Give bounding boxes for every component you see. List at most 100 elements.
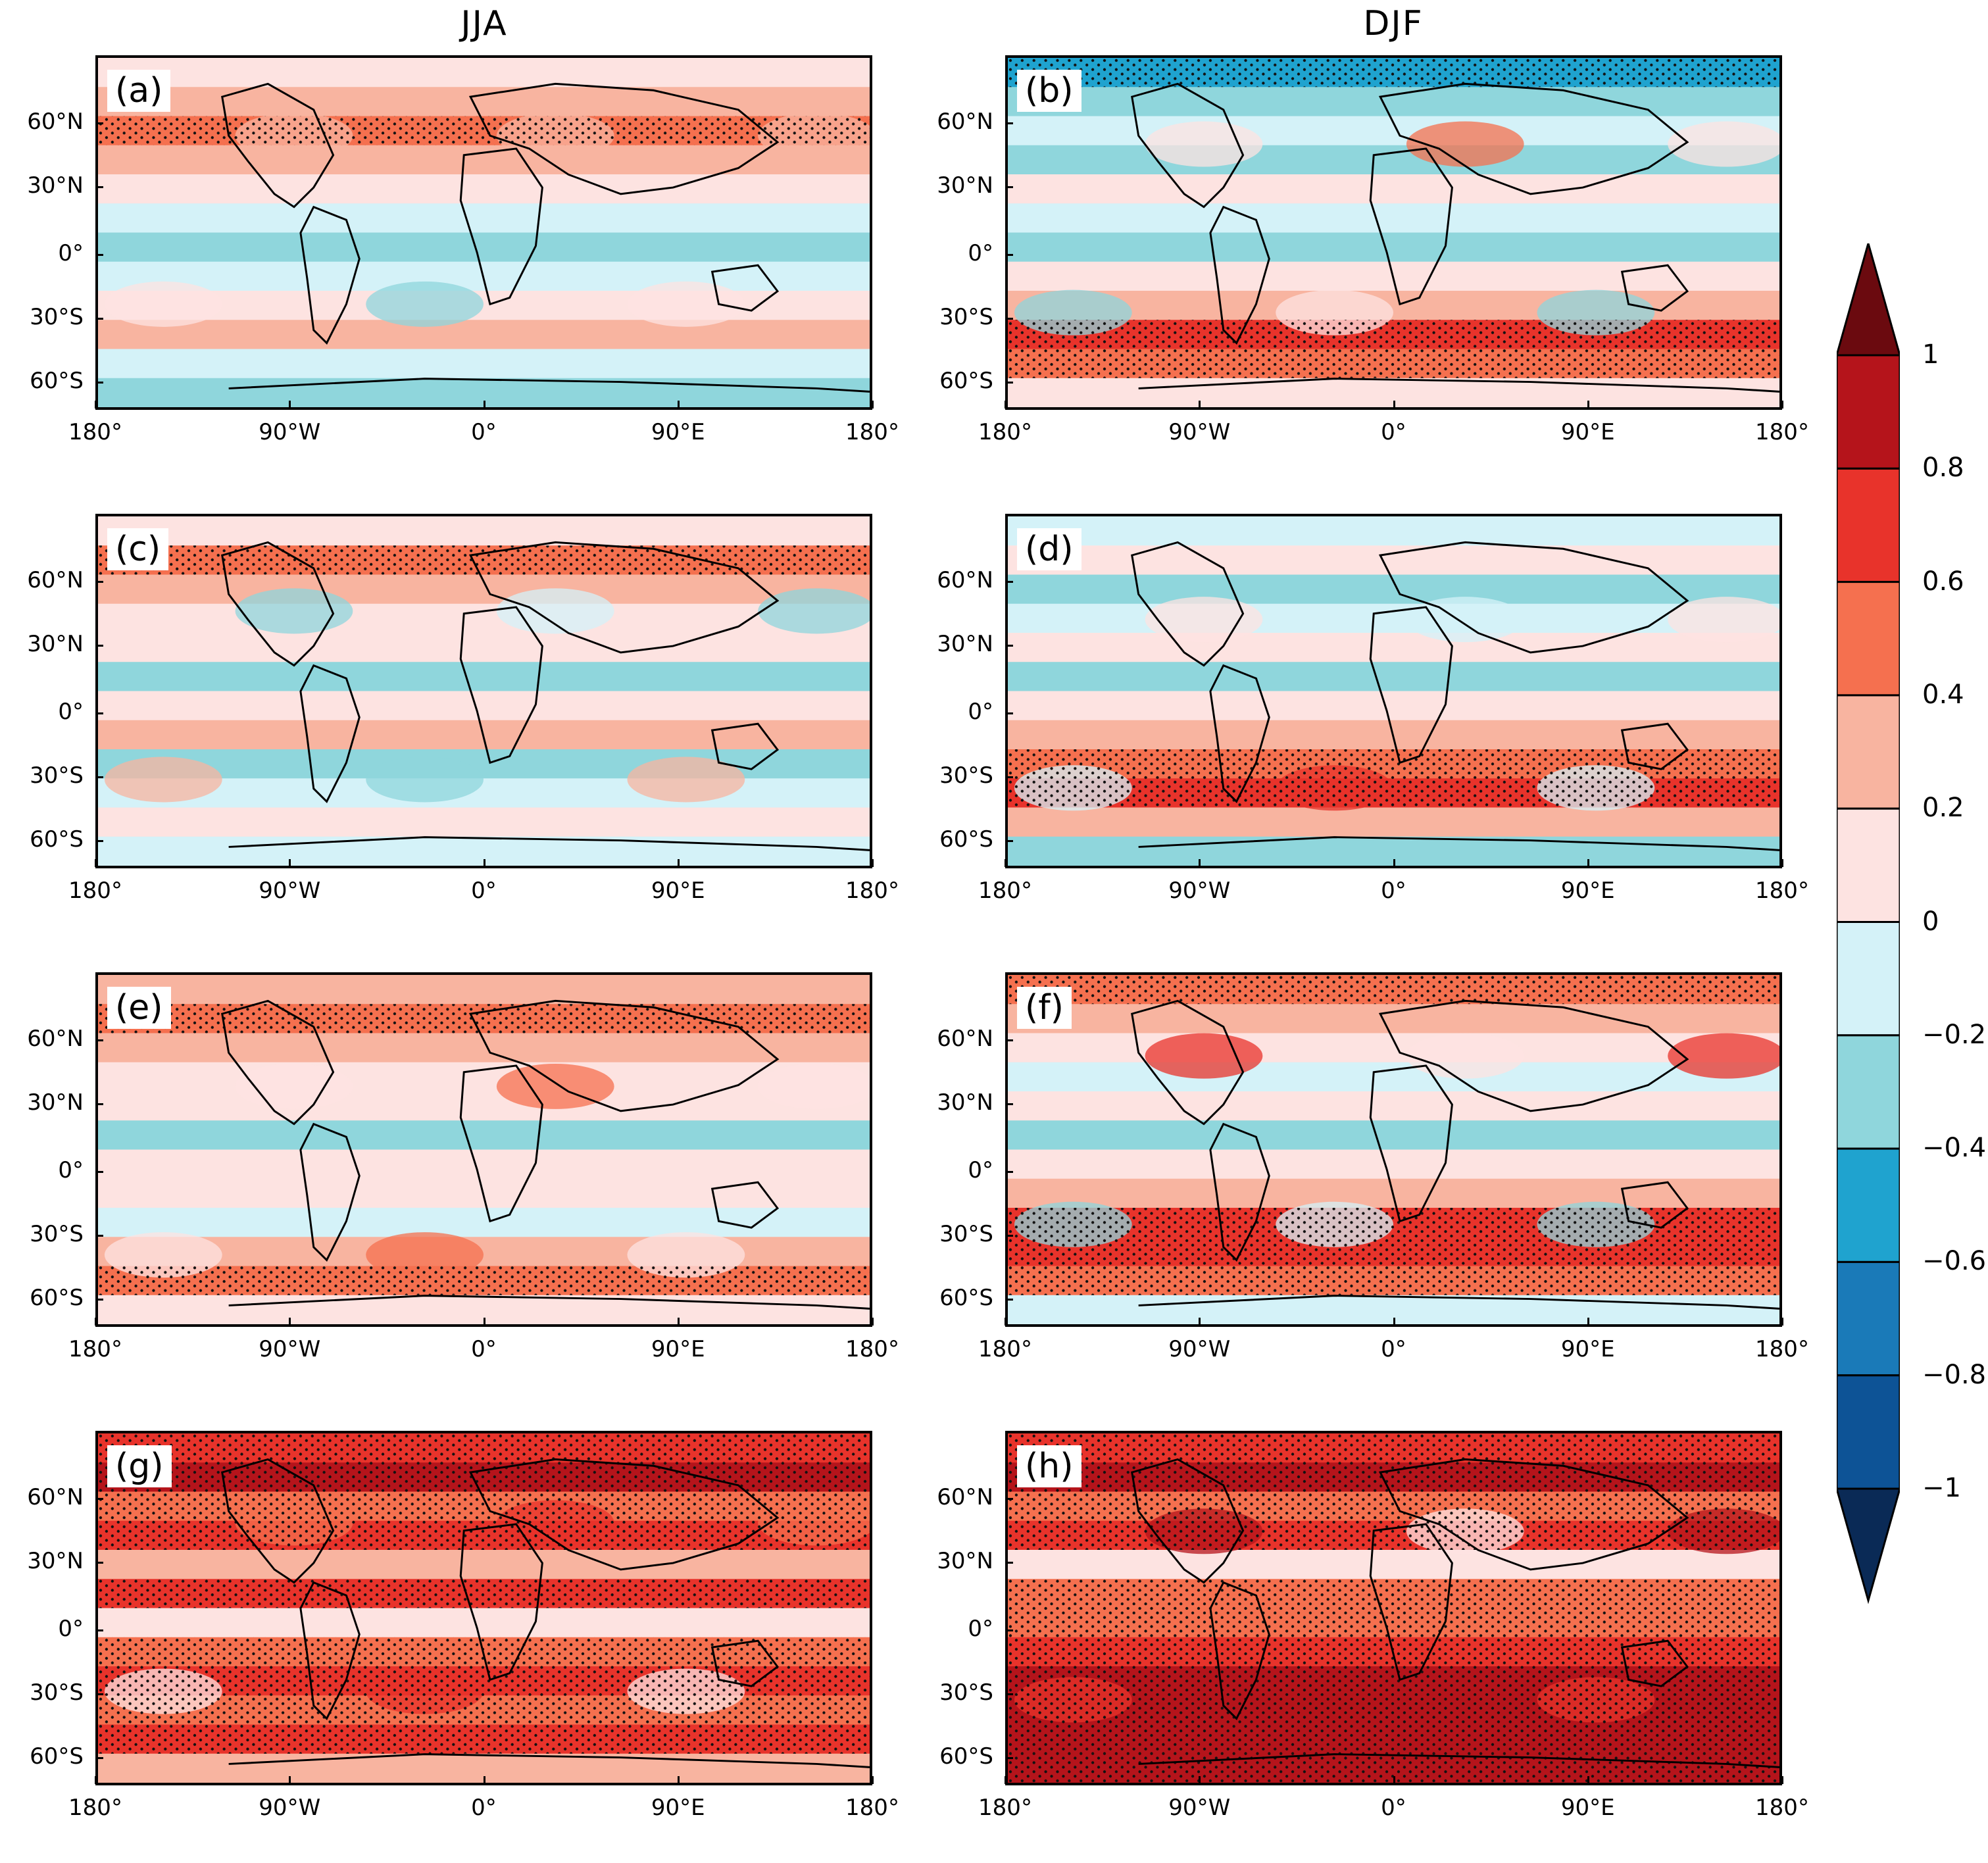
coastline	[459, 147, 543, 306]
coastline	[1620, 1181, 1689, 1229]
lon-tick-label: 90°E	[1560, 419, 1615, 445]
lon-tick-mark	[1587, 1318, 1589, 1326]
significance-stipple	[1008, 1266, 1779, 1295]
colorbar-level-label: 0.4	[1922, 679, 1964, 710]
coastline	[1131, 82, 1245, 209]
lon-tick-label: 90°E	[1560, 1795, 1615, 1821]
lon-tick-label: 180°	[1755, 1795, 1809, 1821]
coastline	[1378, 1458, 1689, 1571]
colorbar-level-label: −0.2	[1922, 1019, 1987, 1050]
coastline	[221, 1458, 335, 1584]
significance-stipple	[1008, 1520, 1779, 1550]
panel-label: (d)	[1017, 528, 1081, 570]
lat-tick-mark	[1005, 1170, 1013, 1173]
anomaly-blob	[1145, 1033, 1263, 1079]
anomaly-blob	[1145, 597, 1263, 643]
lat-tick-mark	[95, 839, 103, 842]
coastline	[1369, 606, 1453, 764]
coastline	[1620, 264, 1689, 312]
map-field	[98, 1433, 870, 1783]
lon-tick-label: 180°	[845, 1336, 899, 1362]
lon-tick-mark	[872, 1318, 874, 1326]
significance-stipple	[1008, 1462, 1779, 1492]
coastline	[1378, 999, 1689, 1112]
significance-stipple	[1008, 1724, 1779, 1754]
lat-tick-mark	[95, 253, 103, 256]
coastline	[468, 999, 780, 1112]
significance-stipple	[98, 116, 870, 145]
lon-tick-mark	[872, 1776, 874, 1784]
coastline	[459, 606, 543, 764]
lat-band	[98, 516, 870, 547]
coastline	[1131, 541, 1245, 667]
lat-tick-label: 30°S	[939, 1679, 993, 1706]
lat-tick-mark	[95, 1298, 103, 1301]
lat-tick-mark	[1005, 253, 1013, 256]
lat-tick-mark	[1005, 1693, 1013, 1695]
lat-band	[1008, 1550, 1779, 1580]
significance-stipple	[1008, 749, 1779, 779]
lat-band	[1008, 516, 1779, 547]
coastline	[1209, 1581, 1270, 1720]
significance-stipple	[1008, 975, 1779, 1005]
colorbar-level-label: −0.8	[1922, 1359, 1987, 1390]
lon-tick-mark	[677, 1318, 680, 1326]
coastline	[299, 1122, 360, 1262]
lat-band	[1008, 603, 1779, 633]
lon-tick-mark	[95, 1776, 97, 1784]
colorbar-level-label: 0.2	[1922, 793, 1964, 824]
anomaly-blob	[1145, 121, 1263, 167]
colorbar-segment	[1837, 1147, 1900, 1263]
coastline	[1131, 999, 1245, 1126]
lon-tick-label: 180°	[1755, 1336, 1809, 1362]
lon-tick-label: 0°	[1381, 1795, 1406, 1821]
coastline	[459, 1523, 543, 1681]
lat-tick-mark	[95, 186, 103, 189]
lon-tick-label: 90°E	[1560, 1336, 1615, 1362]
lat-band	[98, 1550, 870, 1580]
coastline	[228, 378, 870, 393]
lat-tick-label: 30°N	[27, 172, 84, 199]
lat-tick-mark	[1005, 1298, 1013, 1301]
lon-tick-mark	[95, 401, 97, 409]
lon-tick-mark	[1005, 859, 1006, 867]
lat-band	[98, 1208, 870, 1238]
lat-tick-label: 0°	[58, 1156, 84, 1183]
anomaly-blob	[366, 757, 484, 803]
lon-tick-mark	[1393, 859, 1395, 867]
lon-tick-mark	[1005, 1318, 1006, 1326]
lon-tick-label: 180°	[68, 1795, 122, 1821]
coastline	[221, 82, 335, 209]
lon-tick-mark	[1587, 401, 1589, 409]
lon-tick-mark	[289, 1776, 291, 1784]
coastline	[299, 1581, 360, 1720]
lat-tick-mark	[95, 317, 103, 320]
lat-band	[1008, 1091, 1779, 1122]
lat-band	[98, 662, 870, 692]
significance-stipple	[98, 1433, 870, 1463]
lon-tick-label: 0°	[471, 1336, 497, 1362]
coastline	[710, 722, 780, 770]
coastline	[468, 82, 780, 195]
lat-tick-label: 0°	[968, 239, 993, 266]
lat-tick-mark	[1005, 1103, 1013, 1106]
lat-tick-mark	[1005, 317, 1013, 320]
lon-tick-mark	[483, 859, 485, 867]
colorbar-segment	[1837, 581, 1900, 697]
coastline	[1620, 722, 1689, 770]
significance-stipple	[1008, 1433, 1779, 1463]
anomaly-blob	[1668, 597, 1779, 643]
panel-label: (e)	[107, 987, 171, 1029]
lat-tick-mark	[1005, 1562, 1013, 1564]
coastline	[1209, 664, 1270, 803]
map-panel-h: (h)	[1005, 1431, 1782, 1785]
lat-tick-label: 60°S	[30, 1284, 84, 1311]
colorbar-segment	[1837, 921, 1900, 1037]
lat-tick-label: 60°S	[30, 367, 84, 394]
significance-stipple	[1008, 1208, 1779, 1237]
lat-tick-mark	[95, 1562, 103, 1564]
colorbar-level-label: −0.6	[1922, 1246, 1987, 1277]
lat-tick-label: 60°S	[939, 1743, 993, 1770]
lat-tick-mark	[95, 776, 103, 778]
lat-band	[98, 603, 870, 633]
